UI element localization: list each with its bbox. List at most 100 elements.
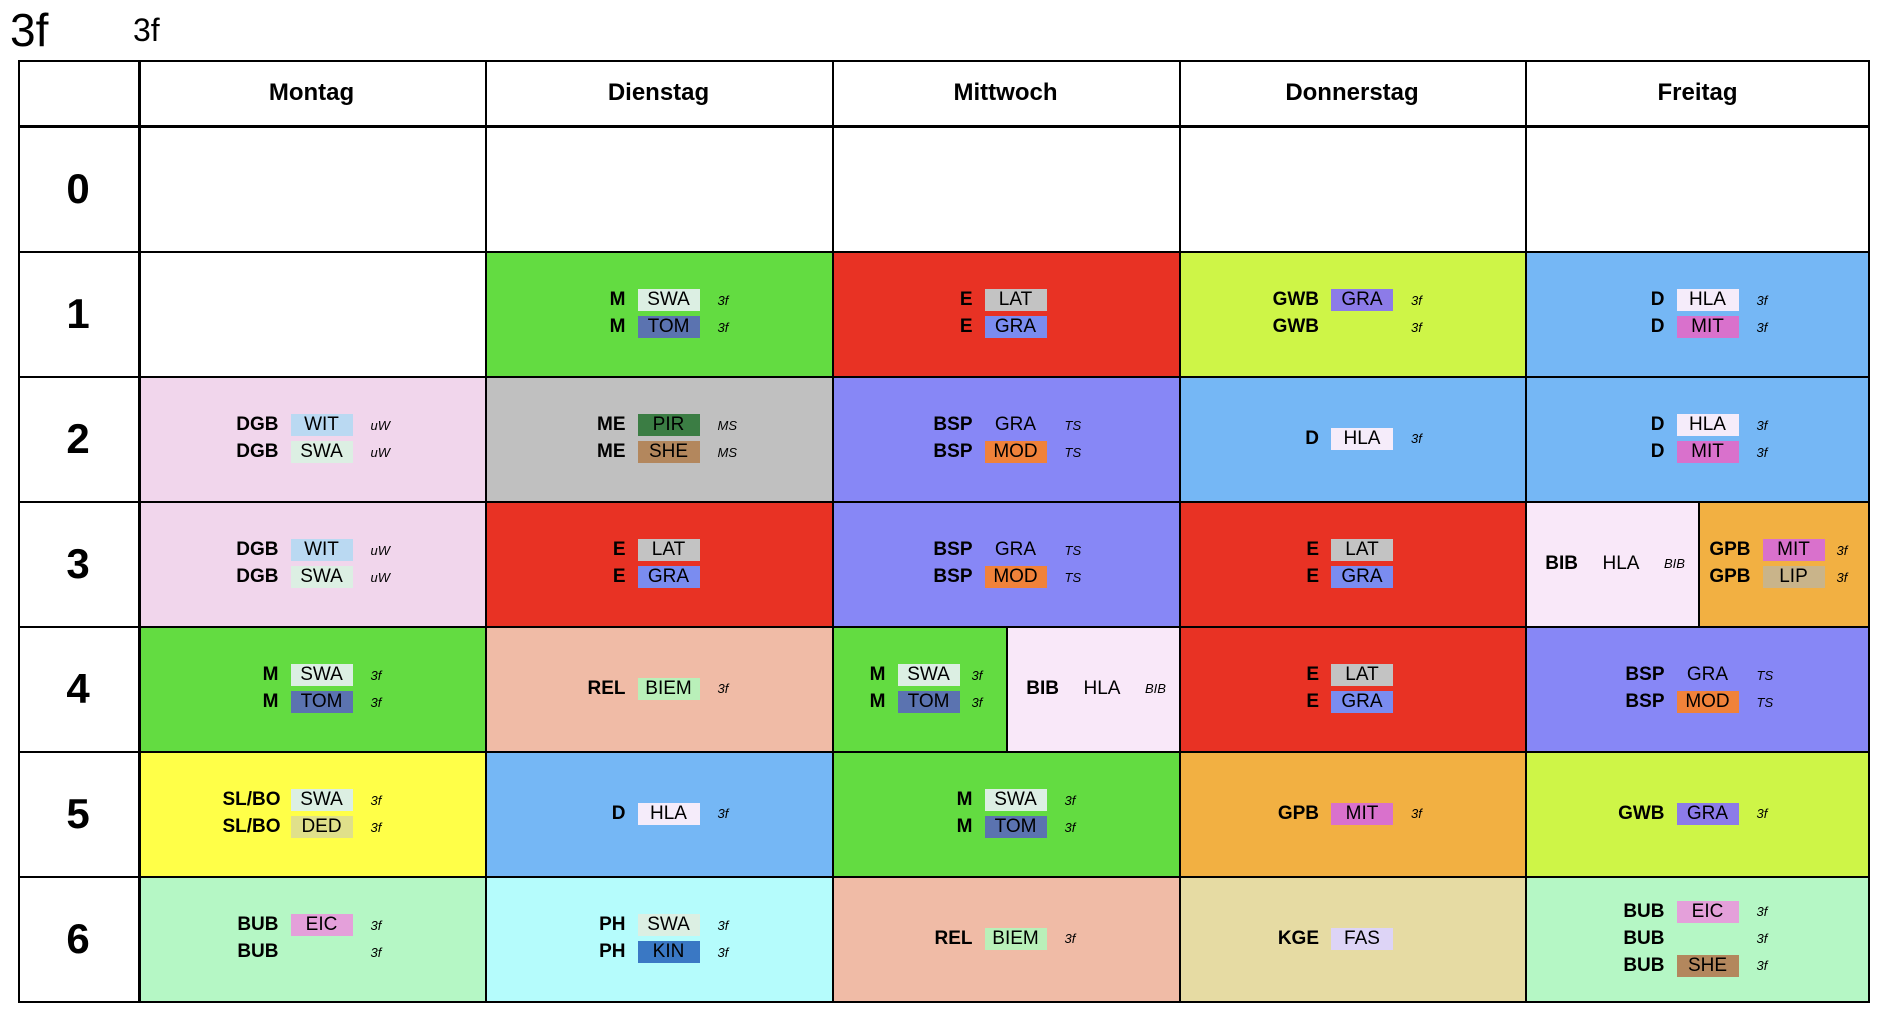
room-label: 3f (717, 917, 729, 933)
grid-line-horizontal (18, 1001, 1870, 1003)
grid-line-vertical (832, 60, 834, 1001)
teacher-wrap: GRA (1677, 664, 1747, 686)
lesson-cell[interactable]: GWB GRA 3f GWB 3f (1179, 251, 1525, 376)
lesson-entries: BSP GRA TS BSP MOD TS (917, 414, 1095, 463)
room-label: 3f (717, 319, 729, 335)
lesson-cell[interactable]: D HLA 3f (1179, 376, 1525, 501)
lesson-cell[interactable]: BIB HLA BIB (1007, 626, 1179, 751)
day-header-dienstag: Dienstag (607, 79, 710, 106)
lesson-entries: GWB GRA 3f (1609, 802, 1787, 825)
subject-label: DGB (236, 441, 279, 462)
subject-label: M (262, 664, 279, 685)
teacher-badge: GRA (1676, 802, 1739, 825)
lesson-cell[interactable]: REL BIEM 3f (485, 626, 832, 751)
room-label: 3f (1756, 292, 1768, 308)
subject-label: KGE (1277, 927, 1319, 949)
subject-label: GPB (1709, 566, 1751, 587)
teacher-wrap (1331, 318, 1401, 336)
teacher-badge: SWA (897, 664, 960, 686)
lesson-entries: BUB EIC 3f BUB 3f (223, 914, 401, 963)
teacher-badge: GRA (994, 539, 1037, 560)
subject-label: D (1305, 427, 1319, 449)
lesson-entries: GWB GRA 3f GWB 3f (1263, 289, 1441, 338)
room-label: 3f (1411, 806, 1422, 821)
teacher-wrap: HLA (1331, 427, 1401, 450)
teacher-badge: HLA (1331, 427, 1393, 450)
subject-label: ME (597, 441, 626, 462)
lesson-cell[interactable]: E LAT E GRA (485, 501, 832, 626)
lesson-cell[interactable]: KGE FAS (1179, 876, 1525, 1001)
subject-label: M (609, 316, 626, 337)
lesson-cell[interactable]: BIB HLA BIB (1525, 501, 1699, 626)
lesson-cell[interactable]: BUB EIC 3f BUB 3f BUB SHE 3f (1525, 876, 1870, 1001)
lesson-entries: BSP GRA TS BSP MOD TS (917, 539, 1095, 588)
lesson-cell[interactable]: E LAT E GRA (1179, 501, 1525, 626)
lesson-cell[interactable]: GPB MIT 3f (1179, 751, 1525, 876)
subject-label: D (1650, 289, 1665, 310)
lesson-cell[interactable]: SL/BO SWA 3f SL/BO DED 3f (138, 751, 485, 876)
lesson-cell[interactable]: M SWA 3f M TOM 3f (832, 626, 1007, 751)
room-label: 3f (370, 917, 382, 933)
lesson-cell[interactable]: M SWA 3f M TOM 3f (138, 626, 485, 751)
subject-label: E (1306, 664, 1319, 685)
teacher-wrap: LAT (984, 289, 1055, 311)
lesson-cell[interactable]: BSP GRA TS BSP MOD TS (832, 501, 1179, 626)
lesson-cell[interactable]: REL BIEM 3f (832, 876, 1179, 1001)
grid-line-horizontal (18, 251, 1870, 253)
day-header-montag: Montag (268, 79, 355, 106)
lesson-cell[interactable]: M SWA 3f M TOM 3f (832, 751, 1179, 876)
teacher-badge: GRA (1686, 664, 1729, 685)
teacher-badge: DED (290, 816, 353, 838)
teacher-badge: SWA (984, 789, 1047, 811)
teacher-badge: TOM (984, 816, 1047, 838)
subject-label: GPB (1277, 802, 1319, 824)
subject-label: DGB (236, 566, 279, 587)
lesson-cell[interactable]: BSP GRA TS BSP MOD TS (1525, 626, 1870, 751)
teacher-badge: EIC (290, 914, 353, 936)
teacher-wrap: WIT (290, 414, 361, 436)
lesson-cell[interactable]: BUB EIC 3f BUB 3f (138, 876, 485, 1001)
teacher-badge: GRA (1331, 566, 1393, 588)
lesson-cell[interactable]: M SWA 3f M TOM 3f (485, 251, 832, 376)
teacher-wrap: TOM (637, 316, 708, 338)
lesson-cell[interactable]: DGB WIT uW DGB SWA uW (138, 376, 485, 501)
subject-label: GPB (1709, 539, 1751, 560)
teacher-wrap: SWA (290, 789, 361, 811)
lesson-cell[interactable]: E LAT E GRA (1179, 626, 1525, 751)
lesson-cell[interactable]: GWB GRA 3f (1525, 751, 1870, 876)
teacher-badge: MOD (984, 441, 1047, 463)
teacher-badge: GRA (1331, 691, 1393, 713)
teacher-wrap: MOD (1676, 691, 1747, 713)
lesson-entries: E LAT E GRA (917, 289, 1095, 338)
subject-label: M (609, 289, 626, 310)
teacher-badge: SWA (290, 566, 353, 588)
lesson-cell[interactable]: DGB WIT uW DGB SWA uW (138, 501, 485, 626)
subject-label: BSP (933, 539, 973, 560)
lesson-cell[interactable]: GPB MIT 3f GPB LIP 3f (1699, 501, 1870, 626)
lesson-cell[interactable]: D HLA 3f (485, 751, 832, 876)
lesson-cell[interactable]: D HLA 3f D MIT 3f (1525, 376, 1870, 501)
teacher-wrap: MOD (984, 441, 1055, 463)
lesson-entries: ME PIR MS ME SHE MS (570, 414, 748, 463)
lesson-cell[interactable]: D HLA 3f D MIT 3f (1525, 251, 1870, 376)
lesson-cell[interactable]: BSP GRA TS BSP MOD TS (832, 376, 1179, 501)
teacher-badge: MIT (1676, 316, 1739, 338)
lesson-entries: D HLA 3f D MIT 3f (1609, 414, 1787, 463)
lesson-cell[interactable]: E LAT E GRA (832, 251, 1179, 376)
lesson-cell[interactable]: PH SWA 3f PH KIN 3f (485, 876, 832, 1001)
lesson-entries: DGB WIT uW DGB SWA uW (223, 539, 401, 588)
grid-line-horizontal (18, 876, 1870, 878)
period-label-0: 0 (66, 164, 90, 212)
period-label-5: 5 (66, 789, 90, 837)
teacher-badge: SWA (637, 914, 700, 936)
grid-line-vertical (1525, 60, 1527, 1001)
room-label: 3f (717, 944, 729, 960)
period-label-2: 2 (66, 414, 90, 462)
teacher-wrap: TOM (984, 816, 1055, 838)
subject-label: BUB (1623, 954, 1665, 976)
teacher-badge: MOD (1676, 691, 1739, 713)
subject-label: M (869, 691, 886, 712)
subject-label: BSP (933, 414, 973, 435)
lesson-cell[interactable]: ME PIR MS ME SHE MS (485, 376, 832, 501)
subject-label: M (262, 691, 279, 712)
